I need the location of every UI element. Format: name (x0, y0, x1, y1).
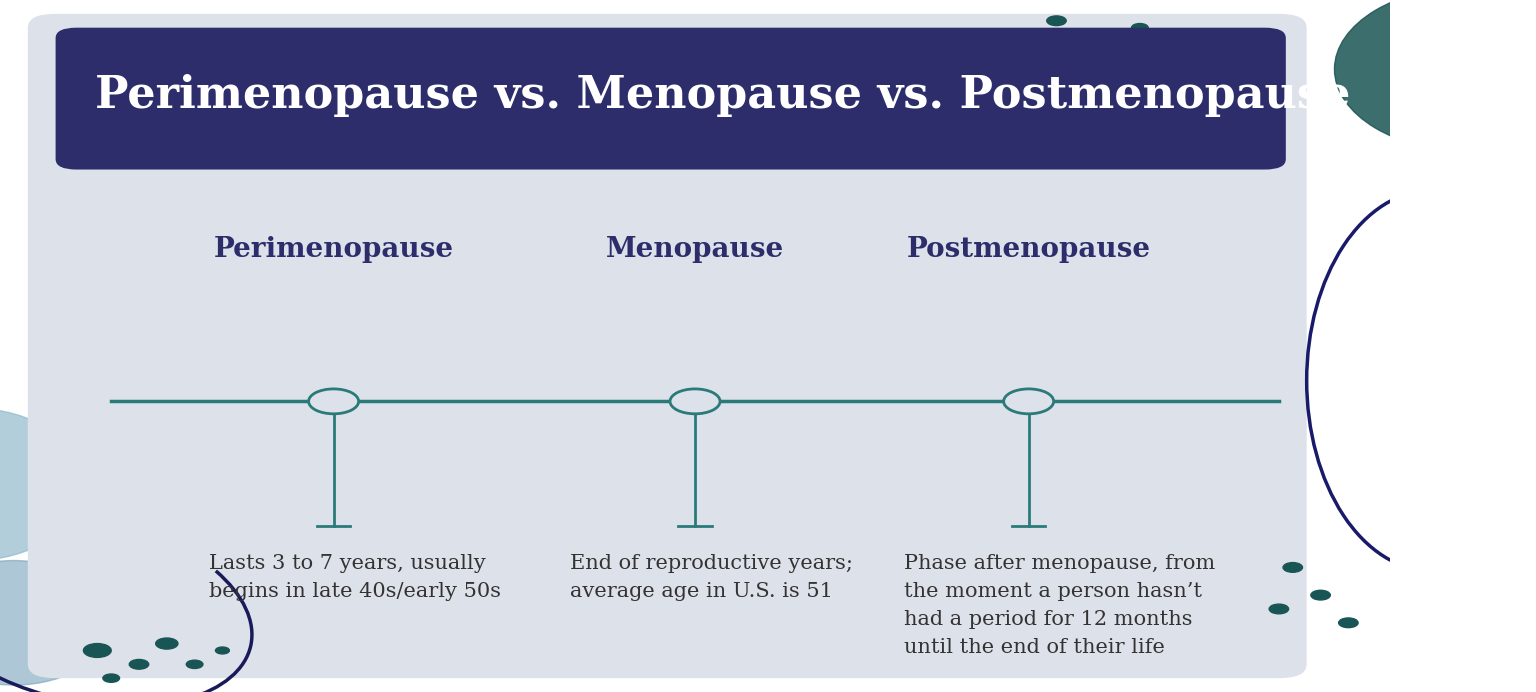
Ellipse shape (1418, 97, 1536, 291)
Text: End of reproductive years;
average age in U.S. is 51: End of reproductive years; average age i… (570, 554, 852, 601)
Circle shape (83, 644, 111, 657)
Circle shape (1046, 16, 1066, 26)
Circle shape (1003, 389, 1054, 414)
Circle shape (670, 389, 720, 414)
Text: Menopause: Menopause (605, 235, 785, 263)
Circle shape (1310, 590, 1330, 600)
Ellipse shape (0, 408, 83, 561)
FancyBboxPatch shape (55, 28, 1286, 170)
Circle shape (309, 389, 358, 414)
FancyBboxPatch shape (28, 14, 1307, 678)
Circle shape (103, 674, 120, 682)
Circle shape (1003, 29, 1026, 40)
Ellipse shape (0, 561, 111, 685)
Ellipse shape (1335, 0, 1536, 152)
Circle shape (1269, 604, 1289, 614)
Circle shape (129, 659, 149, 669)
Text: Perimenopause: Perimenopause (214, 235, 453, 263)
Circle shape (186, 660, 203, 668)
Circle shape (1339, 618, 1358, 628)
Circle shape (215, 647, 229, 654)
Text: Lasts 3 to 7 years, usually
begins in late 40s/early 50s: Lasts 3 to 7 years, usually begins in la… (209, 554, 501, 601)
Circle shape (155, 638, 178, 649)
Circle shape (1132, 24, 1149, 32)
Text: Postmenopause: Postmenopause (906, 235, 1150, 263)
Circle shape (1087, 43, 1109, 54)
Circle shape (1283, 563, 1303, 572)
Text: Perimenopause vs. Menopause vs. Postmenopause: Perimenopause vs. Menopause vs. Postmeno… (95, 74, 1350, 117)
Text: Phase after menopause, from
the moment a person hasn’t
had a period for 12 month: Phase after menopause, from the moment a… (903, 554, 1215, 657)
